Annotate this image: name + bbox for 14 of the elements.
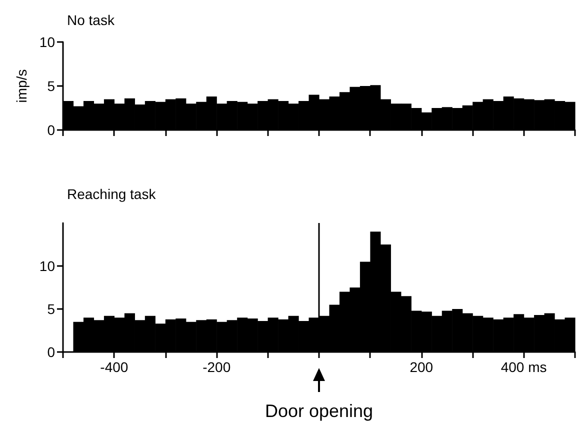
y-tick-label: 10	[39, 258, 56, 274]
y-tick-label: 10	[39, 34, 56, 50]
ref-line-label: Door opening	[264, 401, 374, 421]
x-tick-label: 200	[410, 359, 434, 375]
y-tick-label: 0	[47, 344, 56, 360]
x-tick-label: -400	[100, 359, 128, 375]
y-tick-label: 5	[47, 301, 56, 317]
x-tick-label: 400 ms	[500, 359, 547, 375]
chart-title: No task	[67, 12, 116, 28]
chart-title: Reaching task	[67, 186, 157, 202]
y-tick-label: 0	[47, 122, 56, 138]
x-tick-label: -200	[202, 359, 231, 375]
y-axis-title: imp/s	[14, 69, 30, 103]
y-tick-label: 5	[47, 78, 56, 94]
